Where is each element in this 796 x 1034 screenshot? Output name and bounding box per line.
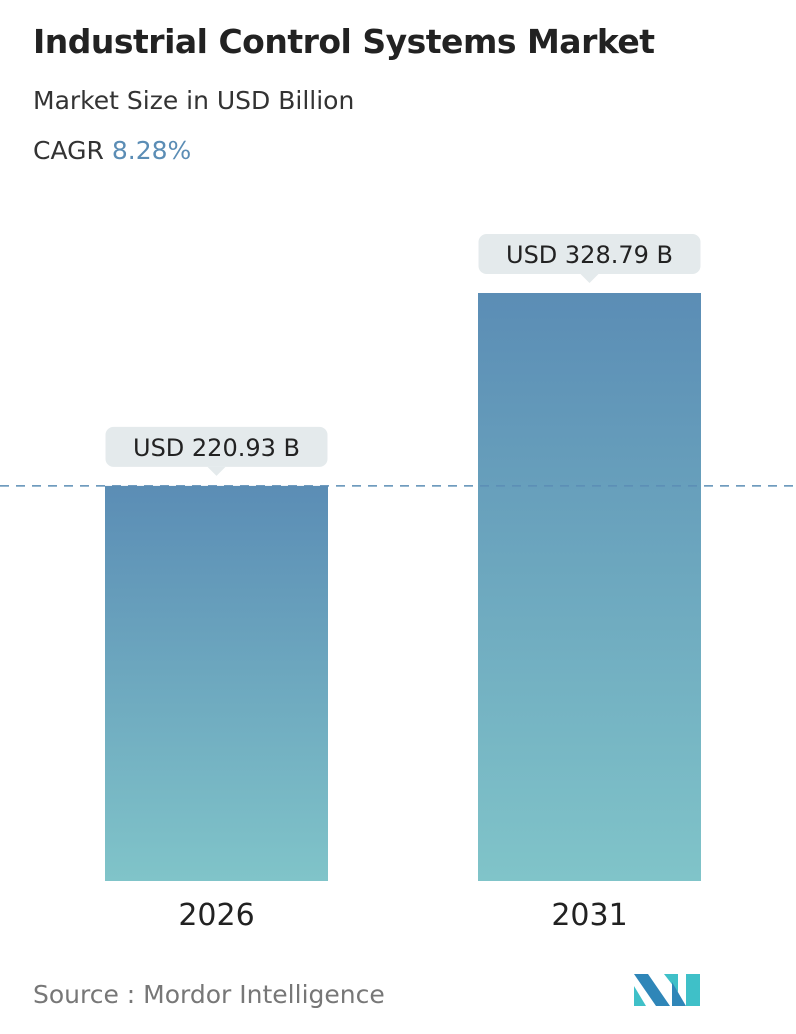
chart-subtitle: Market Size in USD Billion	[33, 86, 355, 115]
data-label-pointer-2031	[580, 274, 599, 283]
cagr-value: 8.28%	[111, 136, 192, 165]
data-label-bg-2031	[478, 234, 701, 274]
bar-2031	[478, 293, 701, 881]
data-label-pointer-2026	[207, 466, 226, 476]
cagr-label: CAGR	[33, 136, 104, 165]
chart-title: Industrial Control Systems Market	[33, 22, 655, 61]
data-label-2026: USD 220.93 B	[133, 434, 300, 462]
x-tick-2031: 2031	[551, 898, 627, 933]
source-note: Source : Mordor Intelligence	[33, 980, 385, 1009]
data-label-bg-2026	[105, 426, 328, 467]
bar-2026	[105, 485, 328, 881]
x-tick-2026: 2026	[178, 898, 254, 933]
cagr: CAGR 8.28%	[33, 136, 191, 165]
data-label-2031: USD 328.79 B	[506, 241, 673, 269]
bar-chart: USD 220.93 B 2026 USD 328.79 B 2031	[0, 234, 796, 933]
